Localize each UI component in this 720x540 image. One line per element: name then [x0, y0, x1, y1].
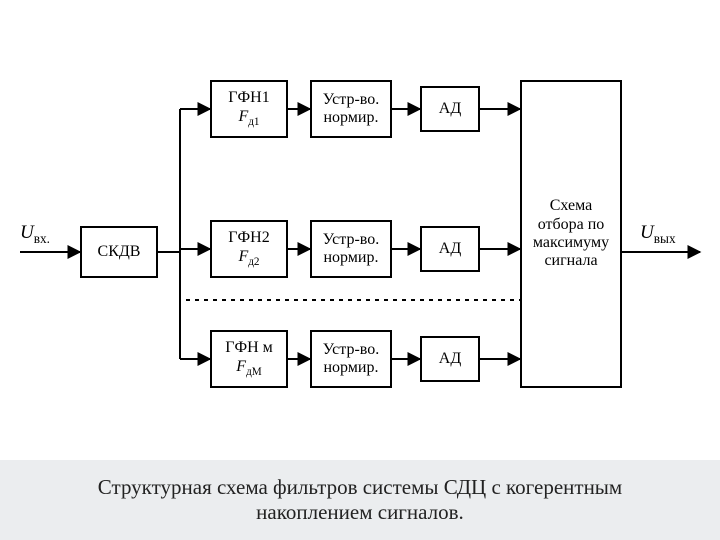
- block-norm2-l1: Устр-во.: [323, 231, 379, 249]
- block-max-l4: сигнала: [544, 252, 597, 270]
- block-norm2-l2: нормир.: [323, 249, 378, 267]
- block-gfn2-l2: Fд2: [238, 248, 259, 269]
- block-ad1: АД: [420, 86, 480, 132]
- output-sub: вых: [654, 231, 676, 246]
- block-normM: Устр-во. нормир.: [310, 330, 392, 388]
- output-U: U: [640, 222, 654, 243]
- block-max-l1: Схема: [550, 197, 593, 215]
- block-norm2: Устр-во. нормир.: [310, 220, 392, 278]
- block-gfnM-l1: ГФН м: [225, 339, 273, 357]
- block-norm1-l2: нормир.: [323, 109, 378, 127]
- block-gfn2: ГФН2 Fд2: [210, 220, 288, 278]
- block-adM-text: АД: [439, 350, 461, 368]
- block-skdv-text: СКДВ: [98, 243, 141, 261]
- block-norm1: Устр-во. нормир.: [310, 80, 392, 138]
- block-norm1-l1: Устр-во.: [323, 91, 379, 109]
- block-max-l3: максимуму: [533, 234, 609, 252]
- block-gfn1-l1: ГФН1: [228, 89, 269, 107]
- diagram-canvas: Uвх. Uвых СКДВ ГФН1 Fд1 ГФН2 Fд2 ГФН м F…: [0, 0, 720, 540]
- block-max: Схема отбора по максимуму сигнала: [520, 80, 622, 388]
- block-gfn2-l1: ГФН2: [228, 229, 269, 247]
- caption-bar: Структурная схема фильтров системы СДЦ с…: [0, 460, 720, 540]
- output-label: Uвых: [640, 222, 676, 247]
- block-adM: АД: [420, 336, 480, 382]
- caption-text: Структурная схема фильтров системы СДЦ с…: [40, 475, 680, 525]
- block-gfn1: ГФН1 Fд1: [210, 80, 288, 138]
- block-max-l2: отбора по: [538, 216, 605, 234]
- block-ad1-text: АД: [439, 100, 461, 118]
- block-normM-l2: нормир.: [323, 359, 378, 377]
- block-skdv: СКДВ: [80, 226, 158, 278]
- block-ad2-text: АД: [439, 240, 461, 258]
- block-ad2: АД: [420, 226, 480, 272]
- input-sub: вх.: [34, 231, 50, 246]
- block-gfnM-l2: FдM: [236, 358, 261, 379]
- block-normM-l1: Устр-во.: [323, 341, 379, 359]
- block-gfnM: ГФН м FдM: [210, 330, 288, 388]
- block-gfn1-l2: Fд1: [238, 108, 259, 129]
- input-U: U: [20, 222, 34, 243]
- input-label: Uвх.: [20, 222, 50, 247]
